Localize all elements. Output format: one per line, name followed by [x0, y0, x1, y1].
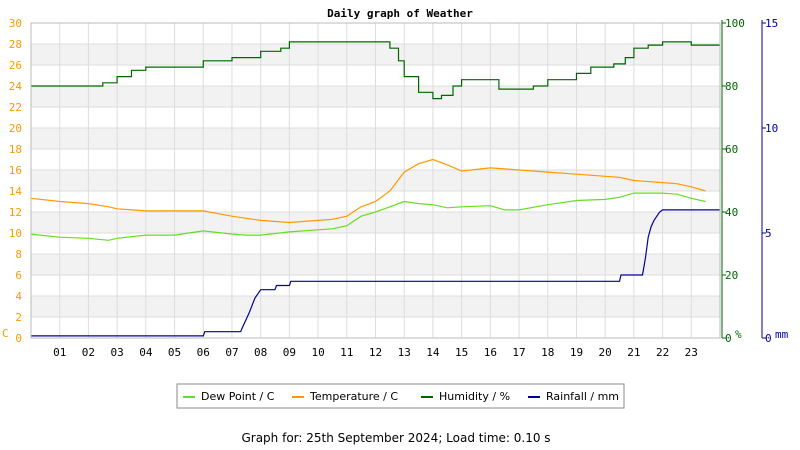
series-line-2	[31, 41, 720, 100]
rain-tick-label: 15	[765, 17, 778, 30]
x-tick-label: 13	[398, 346, 411, 359]
series-lines	[30, 41, 720, 337]
x-tick-label: 03	[111, 346, 124, 359]
x-tick-label: 19	[570, 346, 583, 359]
rain-axis-unit: mm	[775, 328, 789, 341]
left-tick-label: 24	[9, 80, 23, 93]
legend-entry: Humidity / %	[439, 390, 510, 403]
chart-title: Daily graph of Weather	[327, 7, 473, 20]
x-tick-label: 06	[197, 346, 210, 359]
left-axis-unit: C	[2, 327, 9, 340]
series-line-0	[30, 192, 706, 241]
legend-entry: Rainfall / mm	[546, 390, 619, 403]
legend-entry: Temperature / C	[309, 390, 398, 403]
left-tick-label: 0	[15, 332, 22, 345]
rain-tick-label: 0	[765, 332, 772, 345]
humidity-tick-label: 100	[725, 17, 745, 30]
left-tick-label: 14	[9, 185, 23, 198]
x-tick-label: 12	[369, 346, 382, 359]
left-tick-label: 12	[9, 206, 22, 219]
humidity-tick-label: 40	[725, 206, 738, 219]
legend: Dew Point / C Temperature / C Humidity / %…	[176, 383, 625, 409]
series-line-1	[30, 158, 706, 224]
x-tick-label: 23	[685, 346, 698, 359]
left-tick-label: 28	[9, 38, 22, 51]
x-tick-label: 10	[311, 346, 324, 359]
left-tick-label: 16	[9, 164, 22, 177]
left-tick-label: 26	[9, 59, 22, 72]
left-tick-label: 8	[15, 248, 22, 261]
x-tick-label: 04	[139, 346, 153, 359]
x-tick-label: 08	[254, 346, 267, 359]
x-tick-label: 02	[82, 346, 95, 359]
x-tick-label: 11	[340, 346, 353, 359]
x-tick-label: 07	[225, 346, 238, 359]
humidity-axis-unit: %	[735, 328, 742, 341]
chart-footer: Graph for: 25th September 2024; Load tim…	[241, 431, 550, 445]
x-tick-label: 17	[512, 346, 525, 359]
left-tick-label: 22	[9, 101, 22, 114]
x-tick-label: 16	[484, 346, 497, 359]
left-tick-label: 6	[15, 269, 22, 282]
left-tick-label: 20	[9, 122, 22, 135]
x-tick-label: 22	[656, 346, 669, 359]
x-tick-label: 05	[168, 346, 181, 359]
axes	[30, 20, 766, 339]
legend-frame	[176, 383, 625, 409]
left-tick-label: 30	[9, 17, 22, 30]
x-tick-label: 01	[53, 346, 66, 359]
left-tick-label: 4	[15, 290, 22, 303]
left-tick-label: 18	[9, 143, 22, 156]
humidity-tick-label: 60	[725, 143, 738, 156]
humidity-tick-label: 80	[725, 80, 738, 93]
x-tick-label: 15	[455, 346, 468, 359]
series-line-3	[31, 209, 720, 337]
rain-tick-label: 5	[765, 227, 772, 240]
rain-tick-label: 10	[765, 122, 778, 135]
humidity-tick-label: 20	[725, 269, 738, 282]
legend-entry: Dew Point / C	[201, 390, 275, 403]
x-tick-label: 21	[627, 346, 640, 359]
left-tick-label: 10	[9, 227, 22, 240]
x-tick-label: 20	[599, 346, 612, 359]
x-tick-label: 14	[426, 346, 440, 359]
plot-frame	[30, 22, 721, 339]
tick-labels: 01 02 03 04 05 06 07 08 09 10 11 12 13 14 15 16 17 18 19 20…	[9, 17, 779, 359]
x-tick-label: 18	[541, 346, 554, 359]
left-tick-label: 2	[15, 311, 22, 324]
x-tick-label: 09	[283, 346, 296, 359]
humidity-tick-label: 0	[725, 332, 732, 345]
